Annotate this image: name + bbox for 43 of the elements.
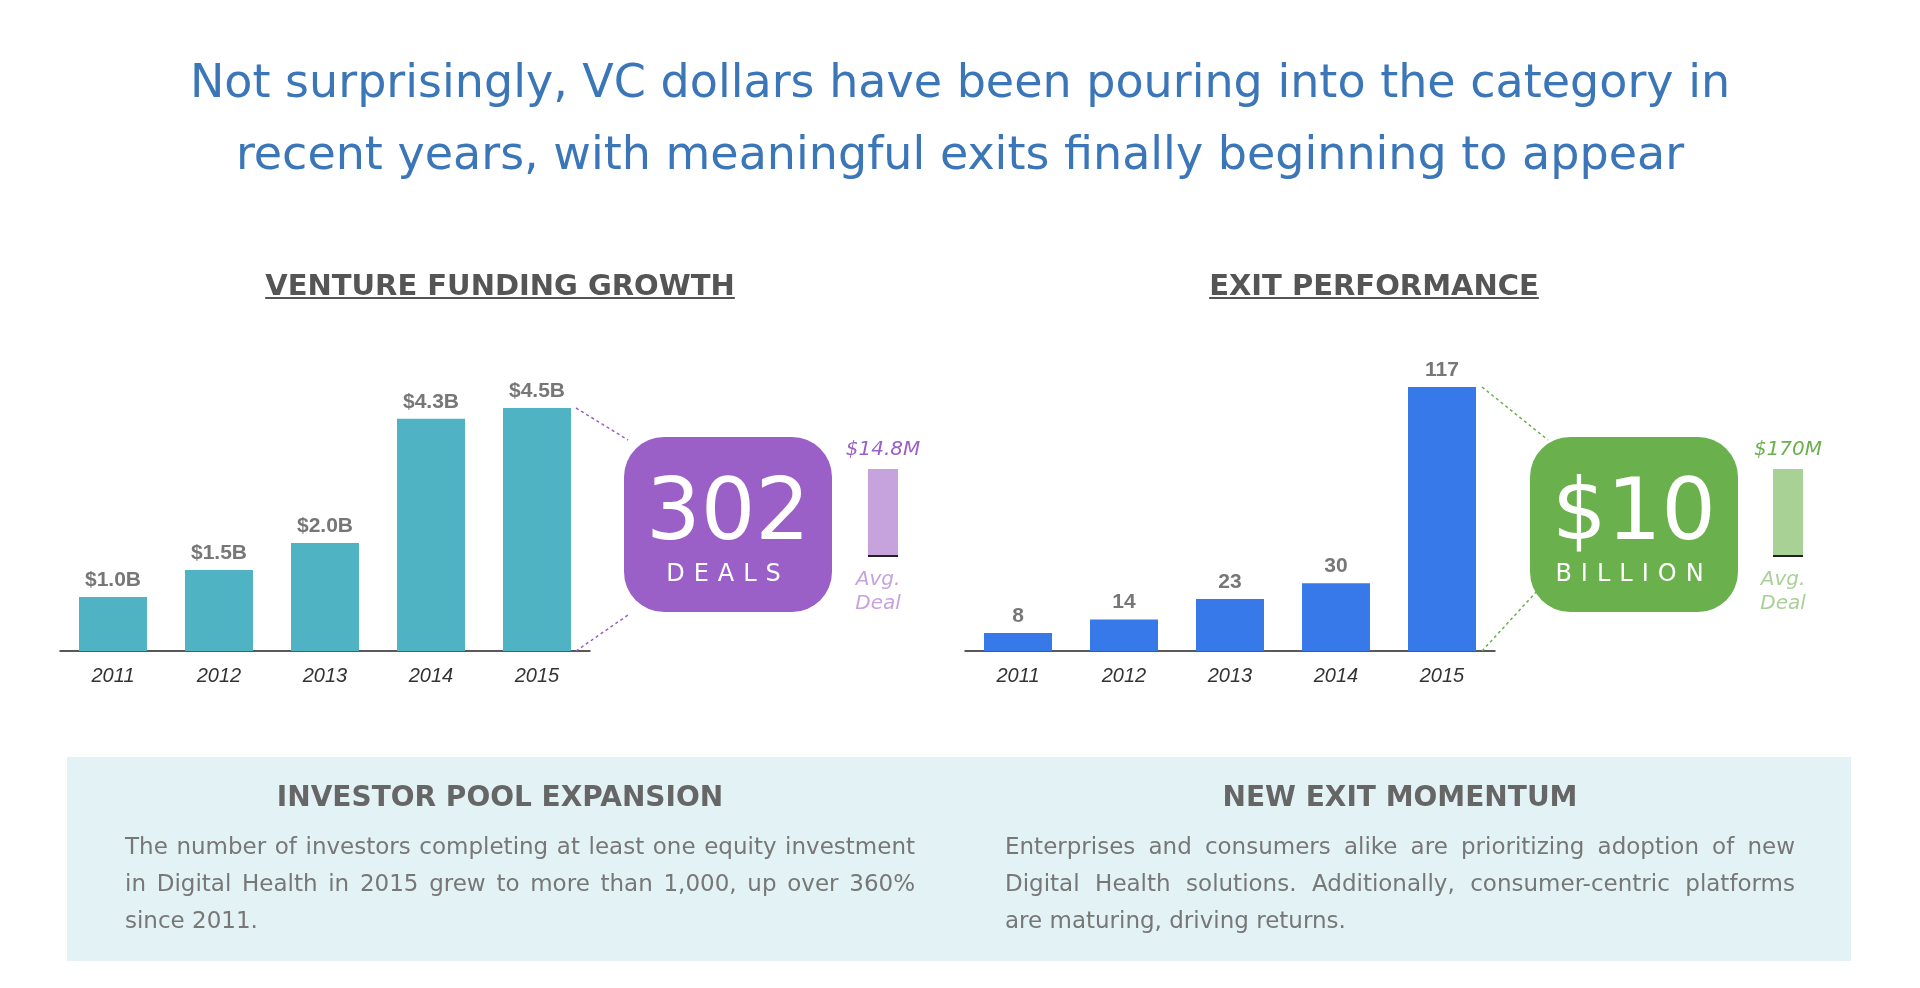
x-tick-label: 2013 [301,664,348,686]
text: $14.8M [844,436,922,460]
data-label: $2.0B [296,513,354,536]
text: The number of investors completing at least one equity investment in Digital Health in 2015 grew to more than 1,000, up over 360% since 2011. [125,832,915,935]
chart-title: VENTURE FUNDING GROWTH [264,268,736,302]
x-tick-label: 2011 [995,664,1040,686]
rounded-card: 302 DEALS [624,437,832,612]
bar [1196,599,1264,651]
text: INVESTOR POOL EXPANSION [275,780,725,813]
x-tick-label: 2012 [195,664,242,686]
data-label: 14 [1112,589,1136,613]
text: Avg. Deal [854,566,902,614]
data-label: $4.3B [402,388,460,412]
text: $170M [1752,436,1824,460]
data-label: $4.5B [508,378,566,401]
x-tick-label: 2014 [407,664,454,686]
x-tick-label: 2014 [1312,664,1359,686]
bar [1302,583,1370,651]
bar [1090,619,1158,651]
data-label: 30 [1324,553,1348,577]
bar [503,408,571,651]
rounded-card: $10 BILLION [1530,437,1738,612]
x-tick-label: 2015 [1418,664,1466,686]
data-label: 23 [1218,569,1242,593]
x-tick-label: 2015 [513,664,561,686]
text: Not surprisingly, VC dollars have been pouring into the category in recent years, with meaningful exits finally beginning to appear [188,53,1732,182]
text: NEW EXIT MOMENTUM [1221,780,1579,813]
bar [1408,387,1476,651]
data-label: 117 [1425,357,1459,380]
bar [291,543,359,651]
data-label: $1.5B [190,540,248,563]
chart-title: EXIT PERFORMANCE [1208,268,1540,302]
x-tick-label: 2011 [90,664,135,686]
bar [397,418,465,651]
text: Enterprises and consumers alike are prioritizing adoption of new Digital Health solutions. Additionally, consumer-centric platforms are maturing, driving returns. [1005,832,1795,935]
text: Avg. Deal [1759,566,1807,614]
data-label: 8 [1012,602,1025,626]
x-tick-label: 2013 [1206,664,1253,686]
bar [79,597,147,651]
bar [984,632,1052,651]
data-label: $1.0B [84,567,142,590]
x-tick-label: 2012 [1100,664,1147,686]
bar [185,570,253,651]
